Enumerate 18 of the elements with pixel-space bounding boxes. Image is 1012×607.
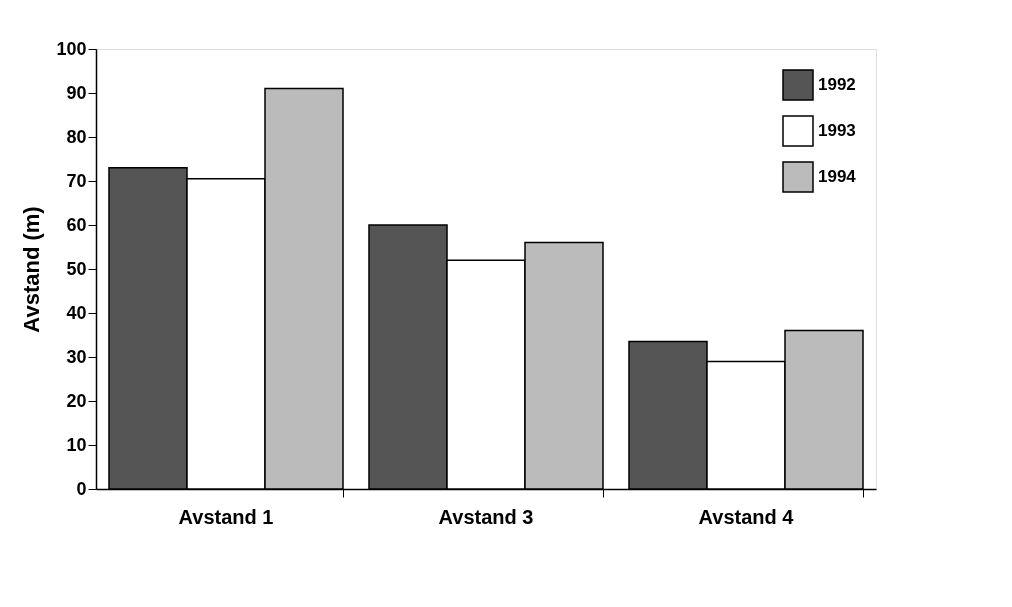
y-tick-label: 50 bbox=[66, 258, 87, 279]
legend-label: 1993 bbox=[818, 121, 856, 140]
y-tick-label: 40 bbox=[66, 302, 87, 323]
y-tick-label: 30 bbox=[66, 346, 87, 367]
legend-label: 1994 bbox=[818, 167, 857, 186]
x-tick-label: Avstand 3 bbox=[438, 505, 534, 528]
x-tick-label: Avstand 4 bbox=[698, 505, 795, 528]
y-tick-label: 20 bbox=[66, 390, 87, 411]
y-tick-label: 0 bbox=[76, 478, 87, 499]
y-tick-label: 70 bbox=[66, 170, 87, 191]
x-tick-label: Avstand 1 bbox=[178, 505, 274, 528]
y-tick-label: 90 bbox=[66, 82, 87, 103]
legend-label: 1992 bbox=[818, 75, 856, 94]
y-tick-label: 80 bbox=[66, 126, 87, 147]
y-tick-label: 10 bbox=[66, 434, 87, 455]
y-axis-title: Avstand (m) bbox=[19, 206, 45, 333]
y-tick-label: 100 bbox=[56, 38, 87, 59]
y-tick-label: 60 bbox=[66, 214, 87, 235]
